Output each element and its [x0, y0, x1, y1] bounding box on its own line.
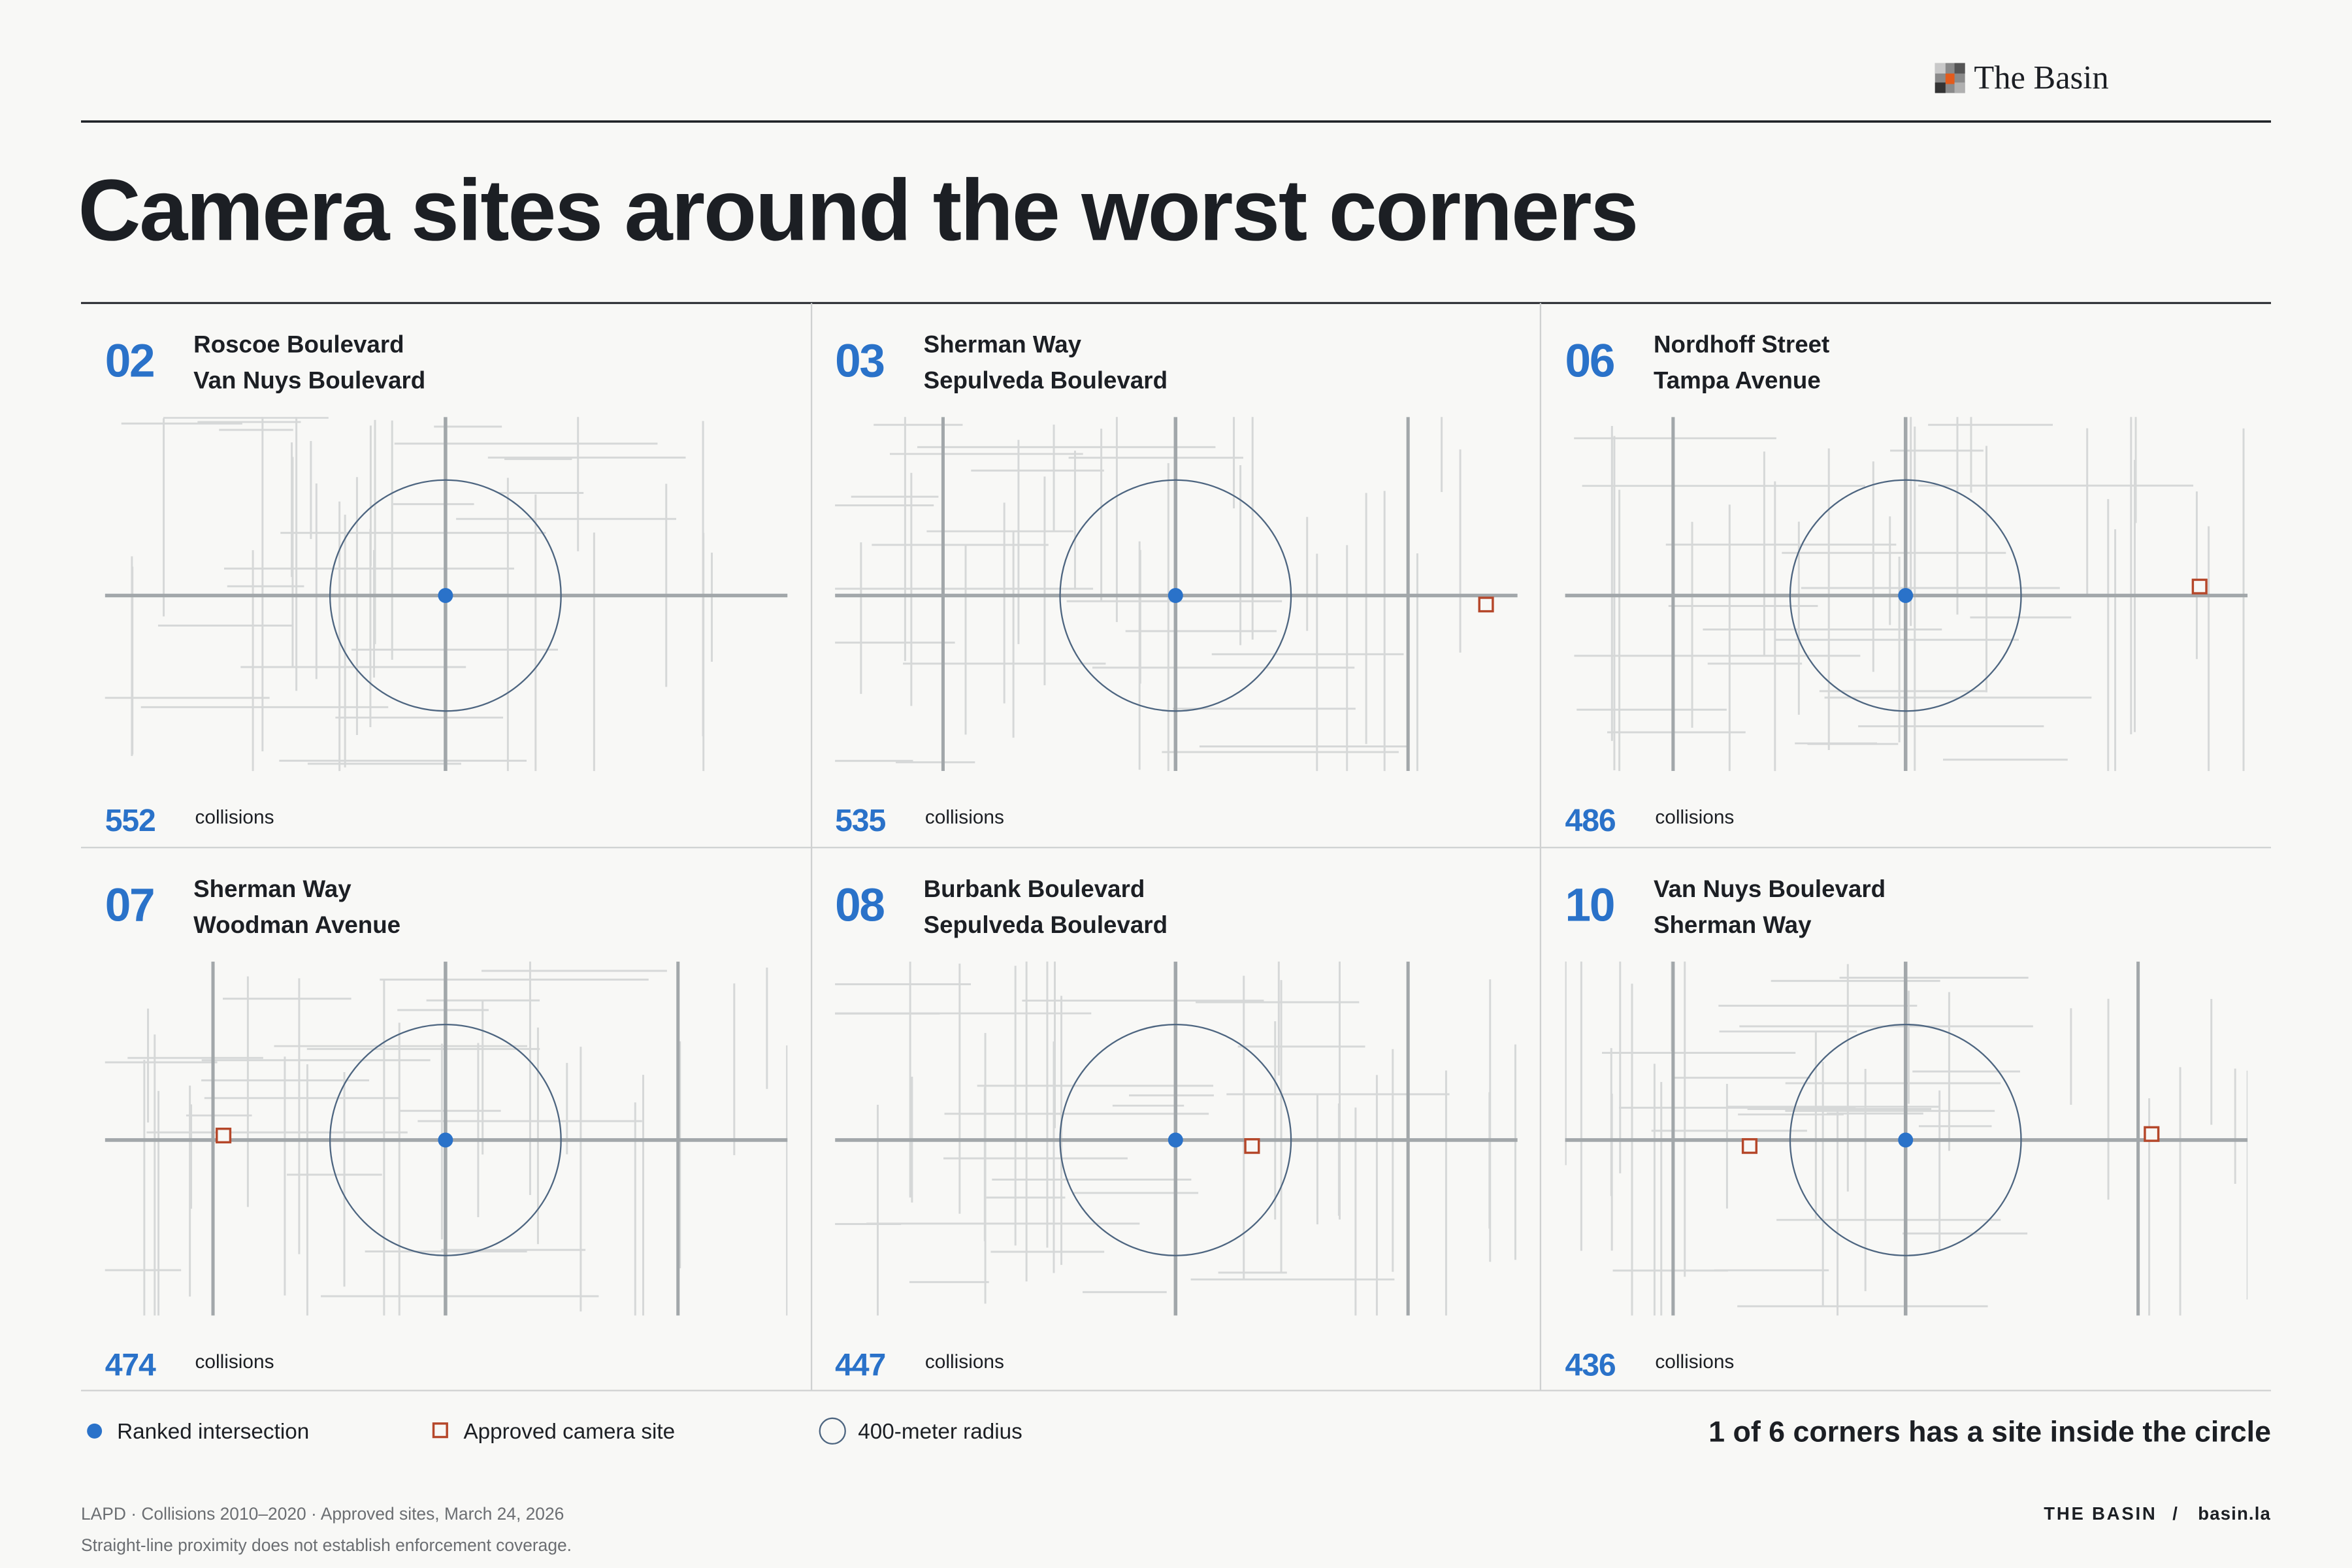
street: Sepulveda Boulevard [924, 367, 1168, 394]
logo [1935, 63, 1965, 93]
collisions-unit: collisions [925, 806, 1004, 828]
street: Sherman Way [1654, 911, 1812, 938]
panel: 08 Burbank Boulevard Sepulveda Boulevard 44… [835, 875, 1518, 1382]
intersection [438, 1132, 453, 1148]
rank: 08 [835, 880, 884, 932]
map [835, 961, 1518, 1316]
title: Camera sites around the worst corners [78, 161, 1637, 259]
panel: 10 Van Nuys Boulevard Sherman Way 436 collis… [1565, 875, 2248, 1382]
panel: 02 Roscoe Boulevard Van Nuys Boulevard 552 c… [105, 331, 788, 838]
collisions-unit: collisions [925, 1351, 1004, 1373]
legend-square [432, 1422, 448, 1439]
intersection [1168, 1132, 1183, 1148]
street: Woodman Avenue [193, 911, 400, 938]
rank: 06 [1565, 335, 1614, 387]
source: LAPD · Collisions 2010–2020 · Approved s… [81, 1504, 564, 1524]
map [1565, 961, 2248, 1316]
radius-circle [1059, 479, 1292, 712]
summary: 1 of 6 corners has a site inside the cir… [1708, 1415, 2271, 1448]
legend-label: 400-meter radius [858, 1420, 1022, 1444]
intersection [1898, 1132, 1914, 1148]
collisions: 535 [835, 803, 885, 838]
collisions: 474 [105, 1347, 156, 1382]
legend-label: Ranked intersection [117, 1420, 309, 1444]
street: Sepulveda Boulevard [924, 911, 1168, 938]
collisions-unit: collisions [1655, 1351, 1734, 1373]
collisions: 447 [835, 1347, 885, 1382]
footer-brand: THE BASIN [2044, 1503, 2157, 1524]
street: Roscoe Boulevard [193, 331, 404, 358]
street: Sherman Way [193, 875, 351, 902]
collisions: 486 [1565, 803, 1616, 838]
collisions: 436 [1565, 1347, 1616, 1382]
map [1565, 417, 2248, 772]
camera-site [216, 1127, 232, 1144]
radius-circle [329, 479, 562, 712]
rank: 07 [105, 880, 154, 932]
panels: 02 Roscoe Boulevard Van Nuys Boulevard 552 c… [105, 331, 2248, 1382]
collisions-unit: collisions [195, 806, 274, 828]
radius-circle [1059, 1024, 1292, 1256]
street: Tampa Avenue [1654, 367, 1821, 394]
radius-circle [329, 1024, 562, 1256]
street: Burbank Boulevard [924, 875, 1145, 902]
note: Straight-line proximity does not establi… [81, 1535, 572, 1555]
map [835, 417, 1518, 772]
panel: 07 Sherman Way Woodman Avenue 474 collisions [105, 875, 788, 1382]
rank: 02 [105, 335, 154, 387]
street: Sherman Way [924, 331, 1082, 358]
camera-site [1741, 1138, 1758, 1154]
legend: Ranked intersection Approved camera site… [87, 1417, 1022, 1445]
legend-circle [819, 1417, 846, 1445]
intersection [1898, 588, 1914, 603]
rank: 03 [835, 335, 884, 387]
street: Nordhoff Street [1654, 331, 1829, 358]
legend-label: Approved camera site [463, 1420, 675, 1444]
panel: 06 Nordhoff Street Tampa Avenue 486 collisio… [1565, 331, 2248, 838]
collisions: 552 [105, 803, 155, 838]
panel: 03 Sherman Way Sepulveda Boulevard 535 colli… [835, 331, 1518, 838]
camera-site [1244, 1138, 1260, 1154]
radius-circle [1789, 479, 2022, 712]
camera-site [2144, 1126, 2160, 1142]
brand: The Basin [1974, 59, 2108, 95]
street: Van Nuys Boulevard [1654, 875, 1886, 902]
collisions-unit: collisions [195, 1351, 274, 1373]
footer-url: basin.la [2198, 1503, 2271, 1524]
footer-separator: / [2172, 1503, 2178, 1524]
map [105, 961, 788, 1316]
collisions-unit: collisions [1655, 806, 1734, 828]
rank: 10 [1565, 880, 1614, 932]
camera-site [1478, 596, 1494, 613]
intersection [1168, 588, 1183, 603]
camera-site [2191, 578, 2208, 595]
street: Van Nuys Boulevard [193, 367, 425, 394]
radius-circle [1789, 1024, 2022, 1256]
intersection [438, 588, 453, 603]
legend-dot [87, 1423, 103, 1439]
panel-dividers [80, 302, 2272, 1392]
